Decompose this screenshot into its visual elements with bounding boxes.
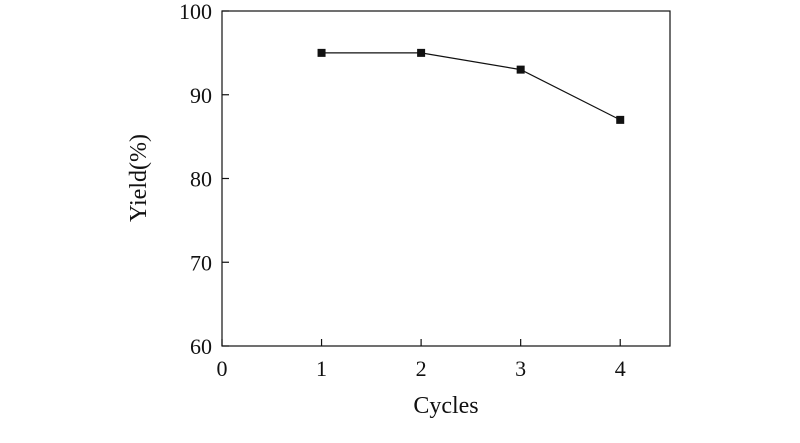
data-point-marker [317, 48, 326, 57]
y-tick-label: 70 [190, 250, 212, 275]
data-point-marker [417, 48, 426, 57]
y-tick-label: 100 [179, 0, 212, 24]
series-line [321, 52, 621, 121]
x-tick-label: 3 [515, 356, 526, 381]
data-point-marker [516, 65, 525, 74]
x-tick-label: 2 [416, 356, 427, 381]
y-axis-ticks: 60 70 80 90 100 [179, 0, 229, 359]
y-tick-label: 60 [190, 334, 212, 359]
x-tick-label: 0 [217, 356, 228, 381]
y-tick-label: 90 [190, 83, 212, 108]
plot-frame [221, 10, 671, 347]
data-markers [317, 48, 625, 124]
x-tick-label: 4 [615, 356, 626, 381]
x-axis-ticks: 0 1 2 3 4 [217, 339, 626, 381]
y-axis-title: Yield(%) [126, 134, 152, 222]
x-axis-title: Cycles [413, 393, 478, 419]
y-tick-label: 80 [190, 167, 212, 192]
x-tick-label: 1 [316, 356, 327, 381]
data-point-marker [616, 115, 625, 124]
